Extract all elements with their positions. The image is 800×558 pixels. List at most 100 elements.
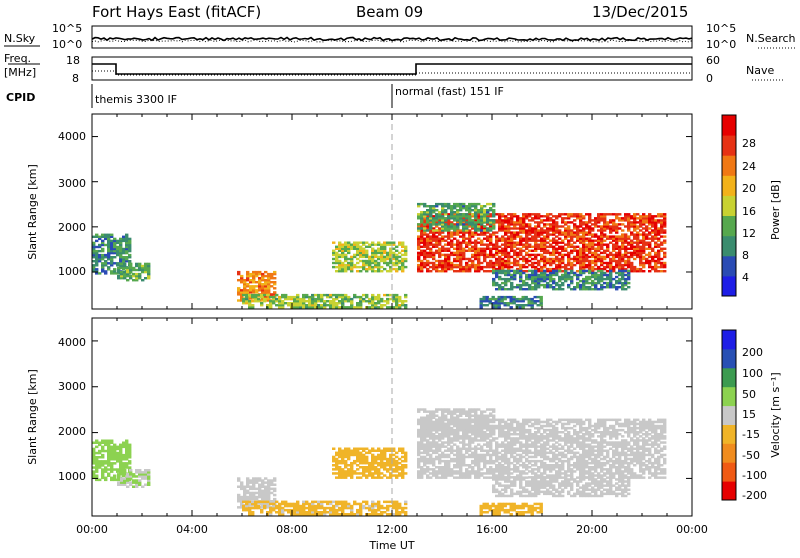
velocity-cell-region-5 xyxy=(510,472,513,475)
power-cell-region-5 xyxy=(510,238,513,240)
velocity-cell-region-4 xyxy=(341,450,344,453)
power-cell-region-7 xyxy=(597,288,600,290)
power-cell-region-5 xyxy=(627,258,630,260)
power-cell-region-5 xyxy=(417,264,420,266)
power-cell-region-5 xyxy=(648,219,651,221)
power-cell-region-5 xyxy=(636,238,639,240)
velocity-cell-region-4 xyxy=(392,474,395,477)
power-cell-region-5 xyxy=(582,215,585,217)
power-cell-region-1 xyxy=(129,271,132,273)
power-cell-region-5 xyxy=(510,266,513,268)
power-cell-region-1 xyxy=(144,277,147,279)
velocity-cell-region-2 xyxy=(249,486,252,489)
power-cell-region-3 xyxy=(374,296,377,298)
velocity-cell-region-5 xyxy=(495,441,498,444)
power-cell-region-4 xyxy=(365,242,368,244)
power-cell-region-8 xyxy=(516,300,519,302)
power-cell-region-3 xyxy=(287,296,290,298)
power-cell-region-7 xyxy=(594,272,597,274)
power-cell-region-5 xyxy=(498,219,501,221)
power-cell-region-7 xyxy=(600,270,603,272)
power-cell-region-5 xyxy=(624,213,627,215)
power-cell-region-5 xyxy=(588,264,591,266)
power-cell-region-2 xyxy=(246,291,249,293)
power-cell-region-0 xyxy=(122,248,125,250)
power-cell-region-5 xyxy=(468,248,471,250)
power-cell-region-3 xyxy=(314,298,317,300)
power-cell-region-8 xyxy=(519,304,522,306)
power-cell-region-5 xyxy=(615,246,618,248)
power-cell-region-8 xyxy=(489,300,492,302)
power-cell-region-5 xyxy=(657,252,660,254)
power-cell-region-3 xyxy=(344,300,347,302)
velocity-cell-region-0 xyxy=(119,444,122,447)
power-cell-region-5 xyxy=(447,254,450,256)
power-cell-region-5 xyxy=(540,231,543,233)
power-cell-region-4 xyxy=(347,264,350,266)
power-cell-region-5 xyxy=(600,225,603,227)
power-cell-region-7 xyxy=(492,272,495,274)
power-cell-region-3 xyxy=(263,298,266,300)
velocity-cell-region-3 xyxy=(338,501,341,504)
power-cell-region-5 xyxy=(480,252,483,254)
power-cell-region-0 xyxy=(101,244,104,246)
power-cell-region-5 xyxy=(549,233,552,235)
velocity-cell-region-5 xyxy=(501,450,504,453)
power-cell-region-0 xyxy=(92,256,95,258)
power-cell-region-5 xyxy=(564,217,567,219)
velocity-cell-region-4 xyxy=(374,456,377,459)
power-cbar-tick-8: 8 xyxy=(742,249,749,262)
power-cell-region-5 xyxy=(450,264,453,266)
power-cell-region-5 xyxy=(558,246,561,248)
power-cell-region-5 xyxy=(495,231,498,233)
power-cell-region-4 xyxy=(338,254,341,256)
velocity-cell-region-3 xyxy=(338,513,341,516)
power-cell-region-6 xyxy=(489,219,492,221)
power-cell-region-8 xyxy=(504,296,507,298)
power-cell-region-5 xyxy=(642,231,645,233)
velocity-cell-region-4 xyxy=(356,476,359,479)
power-cell-region-3 xyxy=(341,300,344,302)
power-cell-region-7 xyxy=(585,276,588,278)
power-cell-region-5 xyxy=(585,231,588,233)
power-cell-region-3 xyxy=(272,296,275,298)
power-cell-region-5 xyxy=(423,250,426,252)
power-cell-region-5 xyxy=(609,231,612,233)
velocity-cell-region-0 xyxy=(107,473,110,476)
velocity-cell-region-2 xyxy=(237,477,240,480)
power-cell-region-5 xyxy=(504,260,507,262)
power-cell-region-4 xyxy=(395,250,398,252)
power-cell-region-4 xyxy=(350,244,353,246)
velocity-cell-region-3 xyxy=(362,505,365,508)
power-cell-region-4 xyxy=(365,268,368,270)
power-cell-region-5 xyxy=(531,235,534,237)
power-cell-region-7 xyxy=(561,274,564,276)
power-cell-region-5 xyxy=(459,264,462,266)
power-cell-region-5 xyxy=(636,270,639,272)
power-cell-region-8 xyxy=(483,296,486,298)
power-cell-region-5 xyxy=(627,264,630,266)
velocity-cell-region-4 xyxy=(377,454,380,457)
power-cell-region-7 xyxy=(519,284,522,286)
power-cell-region-7 xyxy=(498,270,501,272)
power-cell-region-7 xyxy=(528,278,531,280)
power-cell-region-5 xyxy=(546,219,549,221)
power-cell-region-2 xyxy=(246,283,249,285)
power-cell-region-5 xyxy=(429,252,432,254)
power-cell-region-5 xyxy=(546,246,549,248)
velocity-cell-region-5 xyxy=(510,437,513,440)
power-cell-region-5 xyxy=(450,231,453,233)
power-cell-region-0 xyxy=(116,240,119,242)
power-cell-region-3 xyxy=(269,306,272,308)
power-cell-region-7 xyxy=(537,278,540,280)
power-cell-region-0 xyxy=(110,256,113,258)
velocity-cell-region-5 xyxy=(513,456,516,459)
power-cell-region-7 xyxy=(567,284,570,286)
power-cell-region-5 xyxy=(465,270,468,272)
power-cell-region-5 xyxy=(636,225,639,227)
power-cell-region-1 xyxy=(147,271,150,273)
nave-label: Nave xyxy=(746,64,774,77)
power-cell-region-5 xyxy=(519,238,522,240)
power-cell-region-3 xyxy=(248,300,251,302)
velocity-cell-region-5 xyxy=(483,454,486,457)
